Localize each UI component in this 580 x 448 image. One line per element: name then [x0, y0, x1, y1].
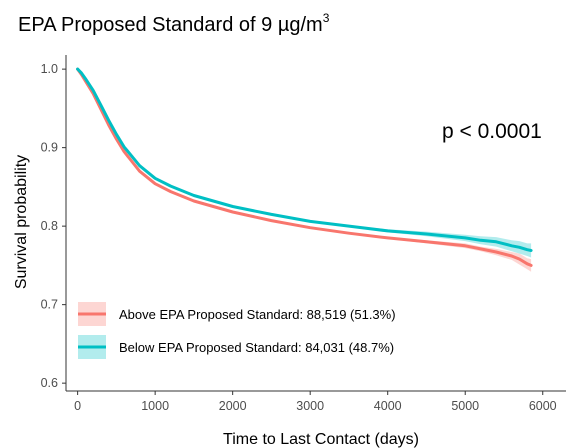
- chart-title: EPA Proposed Standard of 9 µg/m3: [18, 11, 330, 36]
- y-ticks: 0.6 0.7 0.8 0.9 1.0: [41, 62, 66, 390]
- legend-label-above: Above EPA Proposed Standard: 88,519 (51.…: [119, 307, 396, 322]
- legend-item-above: Above EPA Proposed Standard: 88,519 (51.…: [78, 302, 396, 326]
- x-axis-title: Time to Last Contact (days): [223, 431, 419, 448]
- y-tick-label: 1.0: [41, 62, 58, 76]
- y-tick-label: 0.6: [41, 376, 58, 390]
- y-tick-label: 0.9: [41, 141, 58, 155]
- y-tick-label: 0.7: [41, 298, 58, 312]
- survival-line-below: [78, 69, 531, 250]
- x-tick-label: 5000: [451, 399, 479, 413]
- x-tick-label: 0: [74, 399, 81, 413]
- x-tick-label: 4000: [374, 399, 402, 413]
- y-tick-label: 0.8: [41, 219, 58, 233]
- chart-title-unit: µg/m: [278, 14, 323, 36]
- legend-item-below: Below EPA Proposed Standard: 84,031 (48.…: [78, 335, 394, 359]
- confidence-band-below: [78, 69, 531, 257]
- p-value-annotation: p < 0.0001: [442, 120, 542, 143]
- chart-title-main: EPA Proposed Standard of 9: [18, 14, 278, 36]
- legend: Above EPA Proposed Standard: 88,519 (51.…: [78, 302, 396, 359]
- x-tick-label: 6000: [529, 399, 557, 413]
- chart-title-exponent: 3: [323, 11, 330, 25]
- y-axis-title: Survival probability: [13, 155, 30, 289]
- x-tick-label: 3000: [296, 399, 324, 413]
- legend-label-below: Below EPA Proposed Standard: 84,031 (48.…: [119, 340, 394, 355]
- x-tick-label: 1000: [141, 399, 169, 413]
- x-ticks: 0 1000 2000 3000 4000 5000 6000: [74, 391, 557, 413]
- x-tick-label: 2000: [219, 399, 247, 413]
